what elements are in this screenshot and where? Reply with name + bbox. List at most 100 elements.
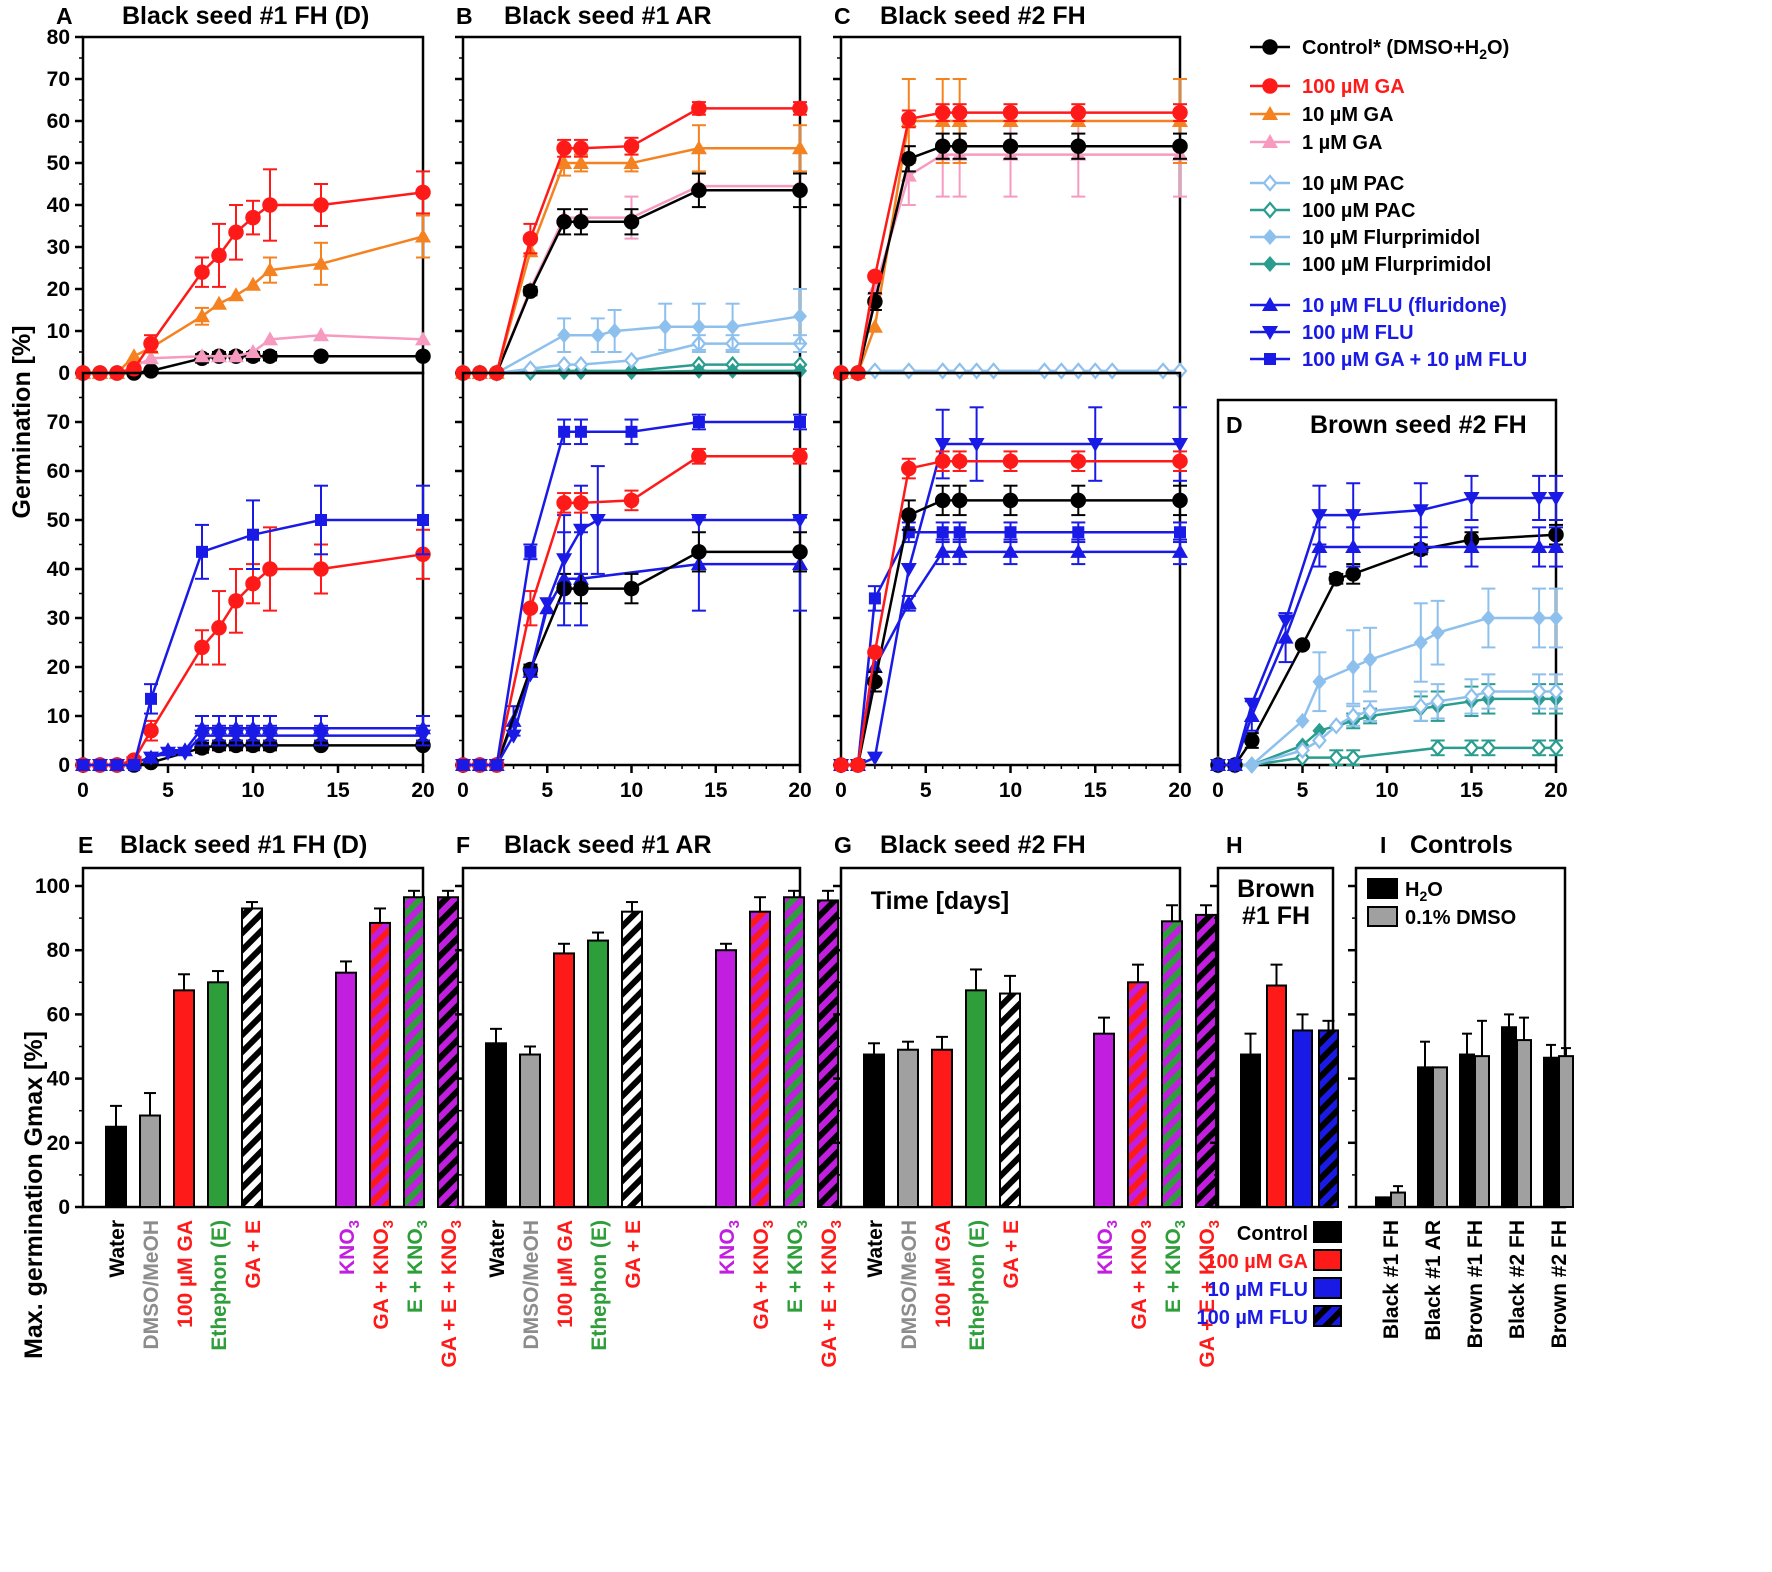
data-point — [524, 545, 537, 558]
panel-B-bottom: 0 5 10 15 20 — [455, 371, 812, 802]
data-point — [866, 281, 883, 295]
series-control — [1210, 523, 1564, 773]
data-point — [1036, 362, 1052, 380]
data-point — [792, 448, 808, 465]
data-point — [1172, 438, 1188, 453]
y-tick-label: 80 — [47, 26, 70, 49]
series-ga100 — [833, 450, 1188, 773]
data-point — [1277, 614, 1294, 629]
panel-G: G Black seed #2 FH Water DMSO/MeOH 100 µM GA… — [833, 831, 1223, 1368]
data-point — [1072, 526, 1085, 539]
data-point — [1363, 651, 1378, 668]
series-flur100 — [1211, 683, 1563, 773]
data-point — [623, 155, 640, 169]
data-point — [1480, 682, 1496, 701]
bar — [1432, 1066, 1448, 1208]
y-tick-label: 20 — [47, 1132, 70, 1155]
data-point — [900, 563, 917, 577]
data-point — [691, 182, 707, 199]
category-label: 100 µM GA — [174, 1220, 197, 1328]
x-tick-label: 20 — [788, 779, 811, 802]
data-point — [262, 262, 278, 277]
panel-letter: B — [456, 3, 473, 29]
data-point — [623, 138, 640, 154]
data-point — [1531, 739, 1547, 757]
legend-label-pac10: 10 µM PAC — [1302, 173, 1404, 195]
data-point — [1412, 538, 1429, 553]
y-tick-label: 60 — [47, 460, 70, 483]
data-point — [1548, 682, 1564, 701]
data-point — [901, 362, 917, 380]
legend-label-flur100: 100 µM Flurprimidol — [1302, 254, 1491, 276]
series-flu100 — [1210, 474, 1564, 773]
data-point — [145, 692, 157, 705]
data-point — [1345, 707, 1361, 725]
legend-label-ga100: 100 µM GA — [1302, 76, 1405, 98]
data-point — [833, 757, 849, 773]
data-point — [313, 255, 329, 270]
data-point — [1155, 362, 1171, 380]
bar — [817, 899, 839, 1208]
data-point — [1463, 491, 1480, 506]
x-tick-label: 15 — [326, 779, 350, 802]
data-point — [1053, 362, 1069, 380]
data-point — [313, 348, 329, 364]
category-label: E + KNO3​ — [404, 1220, 431, 1313]
bar — [173, 989, 195, 1209]
panel-frame — [839, 35, 1182, 375]
data-point — [557, 327, 572, 344]
data-point — [1548, 491, 1564, 506]
y-tick-label: 80 — [47, 939, 70, 962]
category-label: GA + E — [242, 1220, 265, 1289]
bar — [1543, 1056, 1559, 1208]
data-point — [867, 268, 883, 285]
data-point — [262, 331, 278, 346]
series-line — [1218, 533, 1557, 767]
data-point — [194, 348, 210, 363]
bar — [1516, 1039, 1532, 1208]
data-point — [1070, 492, 1087, 509]
y-tick-label: 70 — [47, 411, 70, 434]
bar — [749, 910, 771, 1208]
category-label: Ethephon (E) — [208, 1220, 231, 1351]
panel-B-top: B Black seed #1 AR — [455, 2, 808, 382]
data-point — [951, 138, 968, 154]
data-point — [473, 759, 486, 771]
x-tick-label: 15 — [1084, 779, 1108, 802]
data-point — [623, 492, 640, 509]
category-label: KNO3​ — [336, 1220, 363, 1275]
legend-label: 0.1% DMSO — [1405, 907, 1516, 929]
data-point — [1243, 697, 1260, 712]
data-point — [691, 318, 706, 335]
y-tick-label: 60 — [47, 1003, 70, 1026]
x-tick-label: 10 — [999, 779, 1022, 802]
legend-label: 100 µM GA — [1205, 1251, 1308, 1273]
x-tick-label: 5 — [1297, 779, 1309, 802]
bar — [1240, 1053, 1261, 1209]
legend-marker-flur100 — [1263, 256, 1277, 272]
legend-swatch — [1313, 1221, 1342, 1243]
panel-title: Black seed #1 AR — [504, 2, 712, 30]
data-point — [1311, 731, 1327, 750]
bar — [139, 1114, 161, 1209]
data-point — [1464, 739, 1479, 757]
series-flu100 — [455, 465, 808, 773]
panel-title: Black seed #2 FH — [880, 831, 1086, 859]
panel-D: 0 5 10 15 20 D Brown seed #2 FH — [1210, 398, 1568, 802]
data-point — [934, 138, 951, 154]
data-point — [556, 495, 572, 511]
data-point — [1481, 610, 1496, 626]
data-point — [572, 155, 589, 169]
data-point — [417, 514, 429, 526]
data-point — [313, 327, 329, 342]
legend-swatch — [1367, 878, 1398, 899]
panel-C-bottom: 0 5 10 15 20 — [833, 371, 1192, 802]
bar — [1161, 920, 1183, 1208]
data-point — [228, 348, 244, 363]
data-point — [935, 362, 951, 380]
data-point — [692, 416, 705, 428]
bar — [1558, 1055, 1574, 1208]
data-point — [1345, 566, 1361, 582]
data-point — [313, 561, 329, 577]
